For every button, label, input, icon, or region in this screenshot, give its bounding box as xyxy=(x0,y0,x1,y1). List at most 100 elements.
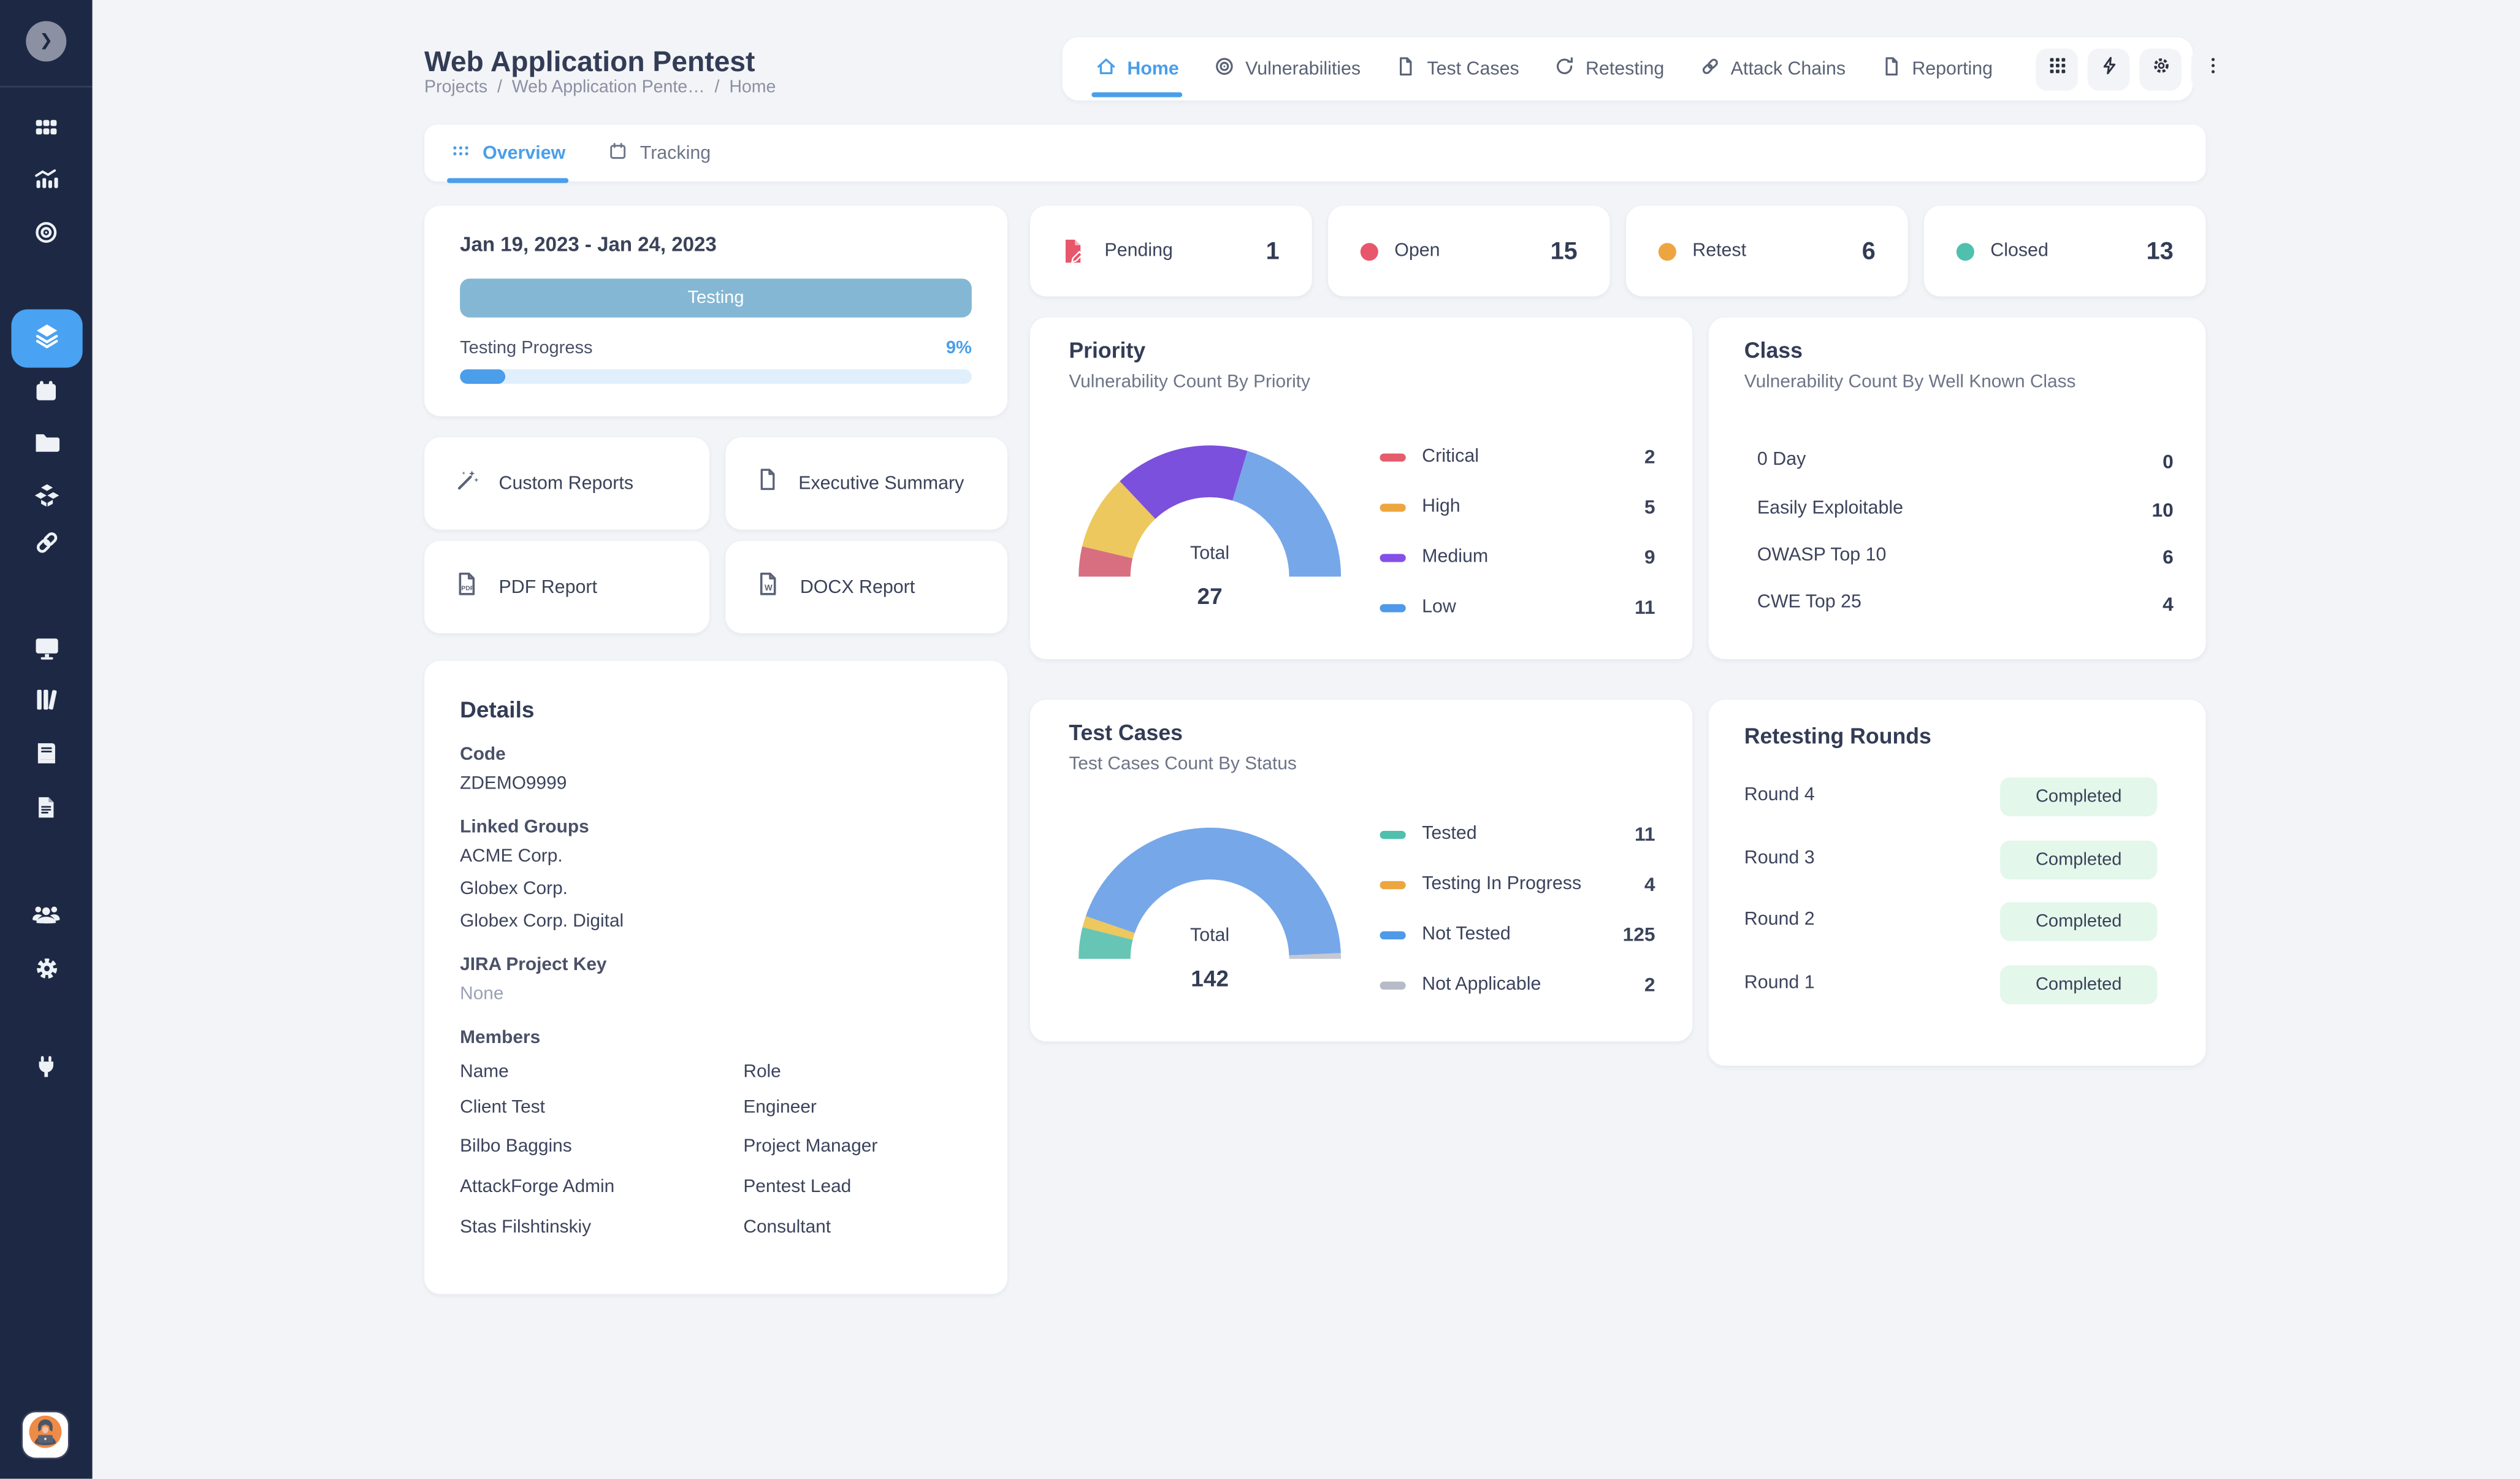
members-name-header: Name xyxy=(460,1062,509,1082)
monitor-icon xyxy=(32,633,61,663)
file-icon xyxy=(1395,55,1418,83)
settings-button[interactable] xyxy=(2140,47,2183,90)
round-status-badge: Completed xyxy=(2000,840,2158,880)
users-icon xyxy=(31,899,61,930)
priority-gauge-chart xyxy=(1079,445,1342,577)
sidebar-item-calendar[interactable] xyxy=(0,377,93,405)
sidebar-item-book[interactable] xyxy=(0,738,93,768)
nav-item-home[interactable]: Home xyxy=(1091,55,1183,97)
report-card-label: DOCX Report xyxy=(800,577,915,597)
apps-grid-icon xyxy=(32,113,60,141)
breadcrumb-project-name[interactable]: Web Application Pente… xyxy=(511,77,705,97)
legend-row-testing-in-progress: Testing In Progress 4 xyxy=(1380,873,1655,896)
gauge-segment-not-tested xyxy=(1085,827,1341,955)
nav-item-label: Retesting xyxy=(1585,59,1665,79)
more-options-button[interactable] xyxy=(2191,47,2234,90)
gauge-total-label: Total xyxy=(1190,544,1230,564)
folder-icon xyxy=(32,427,61,457)
test-cases-gauge-chart xyxy=(1079,827,1342,959)
nav-item-reporting[interactable]: Reporting xyxy=(1880,55,1993,83)
nav-item-vulnerabilities[interactable]: Vulnerabilities xyxy=(1213,55,1361,83)
document-icon xyxy=(32,793,60,821)
svg-text:PDF: PDF xyxy=(461,584,474,591)
class-card: Class Vulnerability Count By Well Known … xyxy=(1708,317,2206,660)
file-icon xyxy=(755,467,781,500)
sidebar-item-integrations[interactable] xyxy=(0,1053,93,1080)
pdf-report-button[interactable]: PDF PDF Report xyxy=(424,541,709,633)
tab-tracking[interactable]: Tracking xyxy=(608,140,711,166)
details-card: Details Code ZDEMO9999 Linked Groups ACM… xyxy=(424,660,1007,1294)
members-role-header: Role xyxy=(743,1062,781,1082)
analytics-icon xyxy=(32,165,60,193)
sidebar-item-apps[interactable] xyxy=(0,113,93,141)
member-role: Pentest Lead xyxy=(743,1177,852,1197)
pending-file-icon xyxy=(1059,237,1088,266)
gauge-total-value: 142 xyxy=(1191,965,1229,992)
status-card-open[interactable]: Open 15 xyxy=(1327,205,1610,297)
target-icon xyxy=(32,219,60,246)
linked-group: Globex Corp. xyxy=(460,879,568,899)
pdf-file-icon: PDF xyxy=(454,569,481,605)
gauge-segment-not-applicable xyxy=(1289,953,1342,959)
nav-item-retesting[interactable]: Retesting xyxy=(1553,55,1664,83)
project-nav: Home Vulnerabilities Test Cases Retestin… xyxy=(1062,37,2234,101)
nav-item-attack-chains[interactable]: Attack Chains xyxy=(1698,55,1846,83)
status-card-pending[interactable]: Pending 1 xyxy=(1029,205,1312,297)
chevron-right-icon: ❯ xyxy=(39,32,53,50)
quick-actions-button[interactable] xyxy=(2088,47,2131,90)
calendar-icon xyxy=(608,140,628,166)
legend-value: 11 xyxy=(1634,822,1655,846)
custom-reports-button[interactable]: Custom Reports xyxy=(424,437,709,530)
tab-overview[interactable]: Overview xyxy=(447,140,569,183)
sidebar: ❯ xyxy=(0,0,93,1479)
link-icon xyxy=(32,528,61,557)
schedule-card: Jan 19, 2023 - Jan 24, 2023 Testing Test… xyxy=(424,205,1007,416)
apps-grid-button[interactable] xyxy=(2036,47,2079,90)
sidebar-item-analytics[interactable] xyxy=(0,165,93,193)
nav-item-test-cases[interactable]: Test Cases xyxy=(1395,55,1519,83)
sidebar-item-settings[interactable] xyxy=(0,954,93,984)
status-dot xyxy=(1360,242,1378,260)
refresh-icon xyxy=(1553,55,1576,83)
status-card-closed[interactable]: Closed 13 xyxy=(1923,205,2206,297)
status-dot xyxy=(1658,242,1676,260)
sidebar-item-document[interactable] xyxy=(0,793,93,821)
breadcrumb-projects[interactable]: Projects xyxy=(424,77,488,97)
sidebar-item-projects-active[interactable] xyxy=(11,309,83,368)
progress-label: Testing Progress xyxy=(460,338,593,358)
legend-label: Critical xyxy=(1422,447,1479,467)
legend-label: Medium xyxy=(1422,547,1489,567)
sidebar-item-links[interactable] xyxy=(0,528,93,557)
legend-swatch xyxy=(1380,880,1406,889)
gauge-segment-low xyxy=(1232,451,1342,577)
executive-summary-button[interactable]: Executive Summary xyxy=(725,437,1007,530)
sidebar-item-library[interactable] xyxy=(0,685,93,714)
class-card-title: Class xyxy=(1744,338,1803,363)
nav-item-label: Reporting xyxy=(1912,59,1993,79)
sidebar-divider xyxy=(0,85,93,88)
sidebar-item-target[interactable] xyxy=(0,219,93,246)
calendar-icon xyxy=(32,377,60,405)
linked-group: ACME Corp. xyxy=(460,847,563,867)
hacker-avatar-image xyxy=(28,1413,63,1457)
user-avatar[interactable] xyxy=(22,1412,68,1458)
status-card-retest[interactable]: Retest 6 xyxy=(1625,205,1908,297)
sidebar-item-monitor[interactable] xyxy=(0,633,93,663)
tab-active-underline xyxy=(447,177,569,183)
sidebar-item-folder[interactable] xyxy=(0,427,93,457)
home-icon xyxy=(1095,55,1118,83)
sidebar-item-cubes[interactable] xyxy=(0,481,93,510)
breadcrumb-home[interactable]: Home xyxy=(729,77,776,97)
legend-value: 2 xyxy=(1644,445,1655,468)
sidebar-item-users[interactable] xyxy=(0,899,93,930)
status-card-value: 6 xyxy=(1861,237,1876,265)
docx-file-icon: W xyxy=(755,569,782,605)
docx-report-button[interactable]: W DOCX Report xyxy=(725,541,1007,633)
sidebar-collapse-button[interactable]: ❯ xyxy=(26,21,67,62)
grid-dots-icon xyxy=(450,140,471,166)
legend-swatch xyxy=(1380,553,1406,562)
status-card-label: Retest xyxy=(1692,241,1747,261)
report-card-label: Custom Reports xyxy=(498,473,634,494)
round-status-badge: Completed xyxy=(2000,965,2158,1004)
target-icon xyxy=(1213,55,1235,83)
